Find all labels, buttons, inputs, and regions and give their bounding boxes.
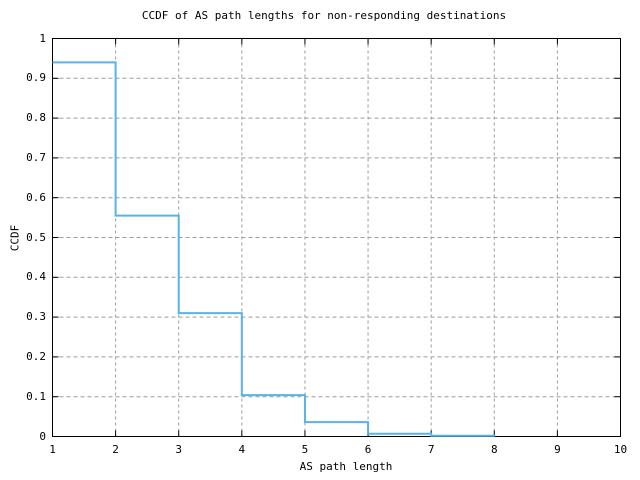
y-tick-label: 0.8 — [26, 111, 46, 125]
x-tick-label: 4 — [238, 443, 246, 456]
y-tick-label: 0.4 — [26, 270, 46, 284]
chart-title: CCDF of AS path lengths for non-respondi… — [141, 9, 507, 22]
y-tick-label: 0.7 — [26, 150, 46, 164]
x-tick-label: 8 — [490, 443, 498, 456]
ccdf-step-line — [52, 61, 496, 437]
x-tick-label: 9 — [554, 443, 561, 456]
y-tick-label: 0.2 — [26, 349, 46, 363]
y-tick-label: 0.1 — [26, 389, 46, 403]
y-tick-label: 0.5 — [26, 230, 46, 244]
x-tick-label: 5 — [301, 443, 309, 456]
y-tick-label: 0.6 — [26, 190, 46, 204]
x-tick-label: 3 — [175, 443, 183, 456]
x-tick-label: 2 — [112, 443, 119, 456]
y-tick-label: 0.9 — [26, 71, 46, 85]
y-tick-label: 1 — [39, 31, 46, 45]
x-tick-label: 6 — [364, 443, 372, 456]
y-tick-label: 0 — [39, 429, 46, 443]
x-tick-label: 7 — [427, 443, 435, 456]
x-tick-label: 10 — [613, 443, 628, 456]
x-tick-label: 1 — [49, 443, 56, 456]
x-axis-label: AS path length — [299, 460, 393, 473]
y-tick-label: 0.3 — [26, 310, 46, 324]
